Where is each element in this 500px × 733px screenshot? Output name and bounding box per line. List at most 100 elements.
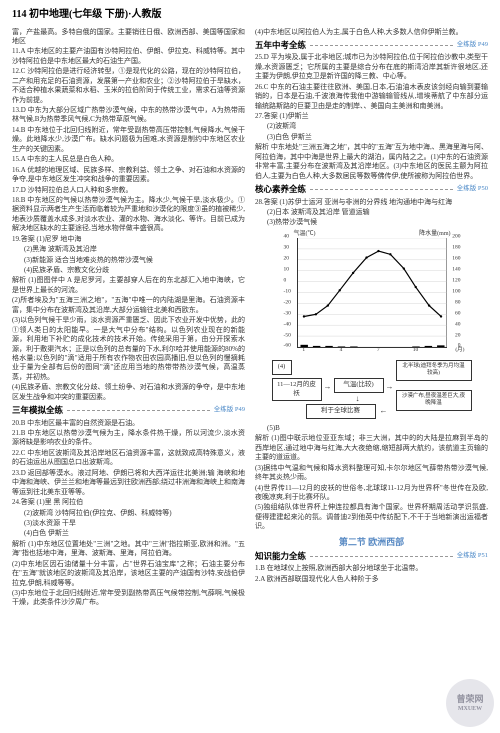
- item-19f: (4)民族矛盾、宗教文化分歧、领土纷争、对石油和水资源的争夺，是中东地区发生战争…: [12, 383, 245, 402]
- section-2-title: 第二节 欧洲西部: [255, 536, 488, 548]
- y-tick-right: 60: [455, 310, 461, 317]
- flow-box-e: 利于全球比赛: [306, 404, 376, 419]
- x-tick: 4: [340, 347, 343, 354]
- arrow-icon: →: [324, 382, 332, 393]
- y-tick-right: 40: [455, 321, 461, 328]
- right-column: (4)中东地区以阿拉伯人为主,属于白色人种,大多数人信仰伊斯兰教。 五年中考全练…: [255, 28, 488, 726]
- flowchart: (4) 11—12月的皮袄 → 气温(比较) → 北半球(迪拜冬季为月均温较高)…: [272, 360, 472, 418]
- y-tick-left: -30: [284, 310, 291, 317]
- section-sannian: 三年模拟全练 全练版 P49: [12, 405, 245, 416]
- x-tick: 10: [413, 347, 419, 354]
- section-title: 核心素养全练: [255, 184, 306, 195]
- item-23: 23.D 返回部等漠水。液过阿地、伊朗已将和大西洋运往北美洲;输 海峡和地中海和…: [12, 469, 245, 497]
- item-22: 22.C 中东地区波斯湾及其沿岸地区石油资源丰富，这就致成高特殊意义，液的石油运…: [12, 449, 245, 468]
- item-28: 28.答案 (1)苏伊士运河 亚洲与非洲的分界线 地沟通地中海与红海: [255, 198, 488, 207]
- item-20: 20.B 中东地区最丰富的自然资源是石油。: [12, 419, 245, 428]
- para: (4)中东地区以阿拉伯人为主,属于白色人种,大多数人信仰伊斯兰教。: [255, 28, 488, 37]
- para: 富，产盐最高。多特自俄的国家。主要销往日俄、欧洲西部、美国等国家和地区: [12, 28, 245, 47]
- y-tick-left: 20: [284, 256, 290, 263]
- section-divider: [67, 410, 210, 411]
- y-tick-right: 100: [452, 289, 460, 296]
- item-24d: (2)中东地区因石油储量十分丰富，占"世界石油宝库"之称；石油主要分布在"五海"…: [12, 560, 245, 588]
- item-27a: (2)波斯湾: [255, 122, 488, 131]
- page-header: 114 初中地理(七年级 下册)·人教版: [12, 8, 488, 24]
- page-ref: 全练版 P51: [457, 552, 488, 561]
- section-wunian: 五年中考全练 全练版 P49: [255, 40, 488, 51]
- y-tick-right: 0: [458, 343, 461, 350]
- arrow-icon: ←: [380, 406, 388, 417]
- item-13: 13.D 中东为大部分区域广热带沙漠气候，中东的热带沙漠气中，A为热带雨林气候,…: [12, 106, 245, 125]
- page-ref: 全练版 P50: [457, 185, 488, 194]
- item-28b: (3)热带沙漠气候: [255, 218, 488, 227]
- y-tick-right: 140: [452, 267, 460, 274]
- flow-box-f: 沙漠广布,昼夜温差巨大,夜晚降温: [396, 390, 472, 411]
- section-title: 五年中考全练: [255, 40, 306, 51]
- flow-box-b: 11—12月的皮袄: [272, 378, 322, 402]
- section-divider: [310, 189, 453, 190]
- flow-box-c: 气温(比较): [334, 378, 384, 393]
- watermark-subtext: MXUEW: [458, 705, 482, 713]
- section-divider: [310, 556, 453, 557]
- item-11: 11.A 中东地区的主要产油国有沙特阿拉伯、伊朗、伊拉克、科威特等。其中沙特阿拉…: [12, 47, 245, 66]
- item-26: 26.C 中东的石油主要往往欧洲、美国,日本,石油油木表皮该剑经向输到要输销的，…: [255, 83, 488, 111]
- flow-box-a: (4): [272, 360, 292, 375]
- page-ref: 全练版 P49: [457, 41, 488, 50]
- y-tick-left: 30: [284, 245, 290, 252]
- section-title: 知识能力全练: [255, 551, 306, 562]
- para: (3)据纬中气温和气候和降水资料整理可知,卡尔尔地区气薛带热带沙漠气候,终年其炎…: [255, 464, 488, 483]
- item-18: 18.B 中东地区的气候以热带沙漠气候为主。降水少,气候干旱,淡水极少。①据资料…: [12, 196, 245, 234]
- y-tick-right: 180: [452, 245, 460, 252]
- section-hexin: 核心素养全练 全练版 P50: [255, 184, 488, 195]
- watermark-text: 曾荣网: [456, 693, 483, 705]
- item-25: 25.D 平为埃及,属于北非地区;城市已为沙特阿拉伯,位于阿拉伯沙教中,类型干燥…: [255, 53, 488, 81]
- item-14: 14.B 中东地位于北回归线附近，常年受副热带高压带控制,气候降水,气候干燥。此…: [12, 126, 245, 154]
- y-tick-left: -40: [284, 321, 291, 328]
- y-tick-right: 80: [455, 300, 461, 307]
- item-21: 21.B 中东地区以热带沙漠气候为主，降水条件热干燥，所以河流少,淡水资源将缺是…: [12, 429, 245, 448]
- item-1: 1.B 在地球仪上按照,欧洲西部大部分地球坐于北温带。: [255, 564, 488, 573]
- climate-chart: 气温(℃) 降水量(mm) (月) 14710403020100-10-20-3…: [297, 238, 447, 348]
- item-19c: (4)民族矛盾、宗教文化分歧: [12, 266, 245, 275]
- y-tick-left: 10: [284, 267, 290, 274]
- y-tick-right: 200: [452, 234, 460, 241]
- item-19e: (3)以色列气候干旱少雨，淡水资源严重匮乏、因此下农业开发中优势，此的 ①领人类…: [12, 316, 245, 382]
- flow-box-d: 北半球(迪拜冬季为月均温较高): [396, 360, 472, 381]
- y-axis-right-label: 降水量(mm): [419, 230, 450, 238]
- flow-jiexi: 解析 (1)图中联示地位亚亚东域；非三大洲，其中的的大陆是拉麻到半岛的西岸地区,…: [255, 434, 488, 462]
- item-19a: (2)黑海 波斯湾及其沿岸: [12, 245, 245, 254]
- item-24e: (3)中东地位于北回归线附近,常年受到副热带高压气候带控制,气薛啊,气候极干燥，…: [12, 589, 245, 608]
- item-2: 2.A 欧洲西部联国现代化人色人种阶于多: [255, 575, 488, 584]
- para: (4)世界传11—12月的皮袄的世俗冬,北球球11-12月为世界杯"冬世传在及欧…: [255, 484, 488, 503]
- item-27b: (3)白色 伊斯兰: [255, 133, 488, 142]
- y-axis-left-label: 气温(℃): [294, 230, 316, 238]
- item-15: 15.A 中东的主人民总是白色人种。: [12, 155, 245, 164]
- section-title: 三年模拟全练: [12, 405, 63, 416]
- y-tick-right: 160: [452, 256, 460, 263]
- x-tick: 1: [302, 347, 305, 354]
- watermark: 曾荣网 MXUEW: [446, 679, 494, 727]
- item-5: (5)B: [255, 424, 488, 433]
- item-27-jiexi: 解析 中东地处"三洲五海之地"，其中的"五海"互为地中海,、黑海里海与阿、阿拉伯…: [255, 143, 488, 181]
- item-19-jiexi: 解析 (1)图图伴中 A 是尼罗河，主要部穿人后在的东北部汇入地中海峡，它是世界…: [12, 276, 245, 295]
- y-tick-right: 20: [455, 332, 461, 339]
- item-24c: (4)白色 伊斯兰: [12, 529, 245, 538]
- page-ref: 全练版 P49: [214, 406, 245, 415]
- item-28a: (2)日本 波斯湾及其沿岸 管道运输: [255, 208, 488, 217]
- item-24: 24.答案 (1)里 黑 阿拉伯: [12, 498, 245, 507]
- item-19b: (3)新能源 适合当地难炎热的热带沙漠气候: [12, 256, 245, 265]
- arrow-icon: →: [386, 382, 394, 393]
- y-tick-left: -60: [284, 343, 291, 350]
- y-tick-left: 0: [284, 278, 287, 285]
- item-12: 12.C 沙特阿拉伯是进行经济转型，①是现代化的公路，现在的沙特阿拉伯，二产和用…: [12, 67, 245, 105]
- item-24-jiexi: 解析 (1)中东地区位置地处"三洲"之地。其中"三洲"指拉斯亚,欧洲和洲。"五海…: [12, 540, 245, 559]
- item-19: 19.答案 (1)尼罗 地中海: [12, 235, 245, 244]
- item-17: 17.D 沙特阿拉伯总人口人种和多宗教。: [12, 186, 245, 195]
- y-tick-left: -20: [284, 300, 291, 307]
- y-tick-left: -10: [284, 289, 291, 296]
- y-tick-left: 40: [284, 234, 290, 241]
- item-24b: (3)淡水资源 干旱: [12, 519, 245, 528]
- section-zhishi: 知识能力全练 全练版 P51: [255, 551, 488, 562]
- para: (5)独组结队体世界杯上伸连拉都具有海个国家。世界杯期周活动学识氛盛,便得建建起…: [255, 503, 488, 531]
- item-19d: (2)所者埃及为"五海三洲之地"，"五海"中唯一的内陆湖是里海。石油资源丰富，集…: [12, 296, 245, 315]
- left-column: 富，产盐最高。多特自俄的国家。主要销往日俄、欧洲西部、美国等国家和地区 11.A…: [12, 28, 245, 726]
